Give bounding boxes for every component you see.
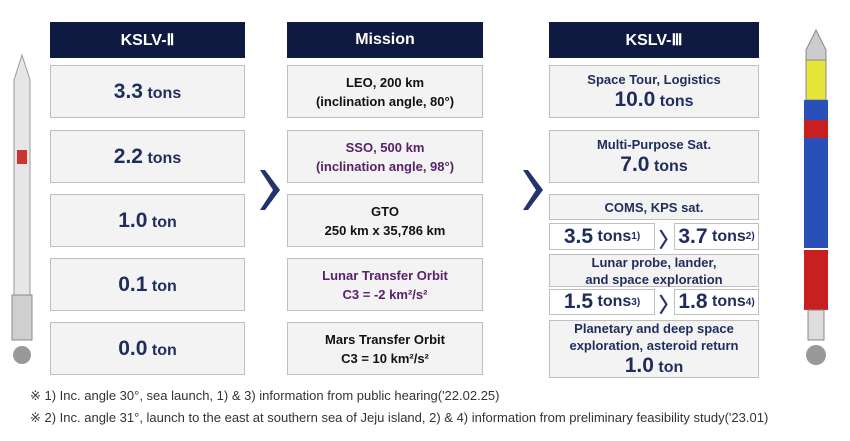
mission-line: C3 = 10 km²/s² (341, 350, 429, 366)
kslv2-row: 2.2 tons (50, 130, 245, 183)
payload: 3.7 (678, 224, 708, 248)
mission-line: Lunar Transfer Orbit (322, 267, 448, 283)
payload: 2.2 (113, 144, 143, 168)
mission-row: LEO, 200 km (inclination angle, 80°) (287, 65, 483, 118)
payload: 7.0 (620, 153, 650, 176)
chevron (260, 170, 280, 210)
kslv2-row: 3.3 tons (50, 65, 245, 118)
unit: tons (711, 227, 746, 245)
mission-line: (inclination angle, 98°) (315, 158, 455, 174)
kslv2-row: 0.0 ton (50, 322, 245, 375)
label: Lunar probe, lander, (591, 254, 717, 270)
mission-line: (inclination angle, 80°) (315, 93, 455, 109)
unit: ton (658, 359, 684, 376)
mission-line: GTO (371, 203, 399, 219)
header: KSLV-Ⅲ (549, 22, 759, 58)
note: 3) (631, 296, 641, 308)
kslv2-row: 1.0 ton (50, 194, 245, 247)
kslv3-row: Space Tour, Logistics 10.0 tons (549, 65, 759, 118)
mission-line: SSO, 500 km (345, 139, 425, 155)
note: 4) (745, 296, 755, 308)
kslv3-row: Planetary and deep space exploration, as… (549, 320, 759, 378)
label: COMS, KPS sat. (604, 199, 704, 215)
kslv2-rocket (11, 53, 33, 364)
unit: ton (151, 213, 177, 231)
payload: 1.8 (678, 290, 708, 313)
payload-box: 1.5 tons 3) (549, 289, 655, 315)
unit: tons (711, 293, 746, 310)
unit: tons (597, 293, 632, 310)
payload-box: 3.5 tons 1) (549, 223, 655, 250)
mission-row: Lunar Transfer Orbit C3 = -2 km²/s² (287, 258, 483, 311)
payload: 1.0 (624, 354, 654, 377)
payload: 10.0 (614, 88, 656, 111)
header: Mission (287, 22, 483, 58)
footnote: ※ 2) Inc. angle 31°, launch to the east … (30, 410, 769, 425)
mission-row: GTO 250 km x 35,786 km (287, 194, 483, 247)
label: and space exploration (585, 271, 723, 287)
label: Planetary and deep space (574, 321, 734, 336)
payload: 1.5 (563, 290, 594, 313)
mission-row: Mars Transfer Orbit C3 = 10 km²/s² (287, 322, 483, 375)
kslv3-row: Multi-Purpose Sat. 7.0 tons (549, 130, 759, 183)
kslv3-row: COMS, KPS sat. (549, 194, 759, 220)
mission-row: SSO, 500 km (inclination angle, 98°) (287, 130, 483, 183)
payload: 0.1 (118, 272, 148, 296)
payload: 1.0 (118, 208, 148, 232)
unit: tons (653, 158, 688, 175)
payload: 3.3 (113, 79, 143, 103)
unit: tons (659, 93, 694, 110)
unit: tons (597, 227, 632, 245)
payload: 0.0 (118, 336, 148, 360)
payload: 3.5 (563, 224, 594, 248)
label: exploration, asteroid return (569, 338, 739, 353)
label: Multi-Purpose Sat. (596, 137, 712, 152)
label: Space Tour, Logistics (587, 72, 721, 87)
unit: tons (147, 149, 182, 167)
unit: tons (147, 84, 182, 102)
kslv3-row: Lunar probe, lander, and space explorati… (549, 254, 759, 287)
unit: ton (151, 277, 177, 295)
note: 2) (745, 231, 755, 242)
unit: ton (151, 341, 177, 359)
footnote: ※ 1) Inc. angle 30°, sea launch, 1) & 3)… (30, 388, 500, 403)
header: KSLV-Ⅱ (50, 22, 245, 58)
kslv2-row: 0.1 ton (50, 258, 245, 311)
mission-line: C3 = -2 km²/s² (342, 286, 428, 302)
payload-box: 1.8 tons 4) (674, 289, 759, 315)
note: 1) (631, 231, 641, 242)
chevron (523, 170, 543, 210)
payload-box: 3.7 tons 2) (674, 223, 759, 250)
kslv3-rocket (804, 28, 828, 365)
mission-line: 250 km x 35,786 km (324, 222, 446, 238)
mission-line: Mars Transfer Orbit (325, 331, 445, 347)
mission-line: LEO, 200 km (345, 74, 425, 90)
